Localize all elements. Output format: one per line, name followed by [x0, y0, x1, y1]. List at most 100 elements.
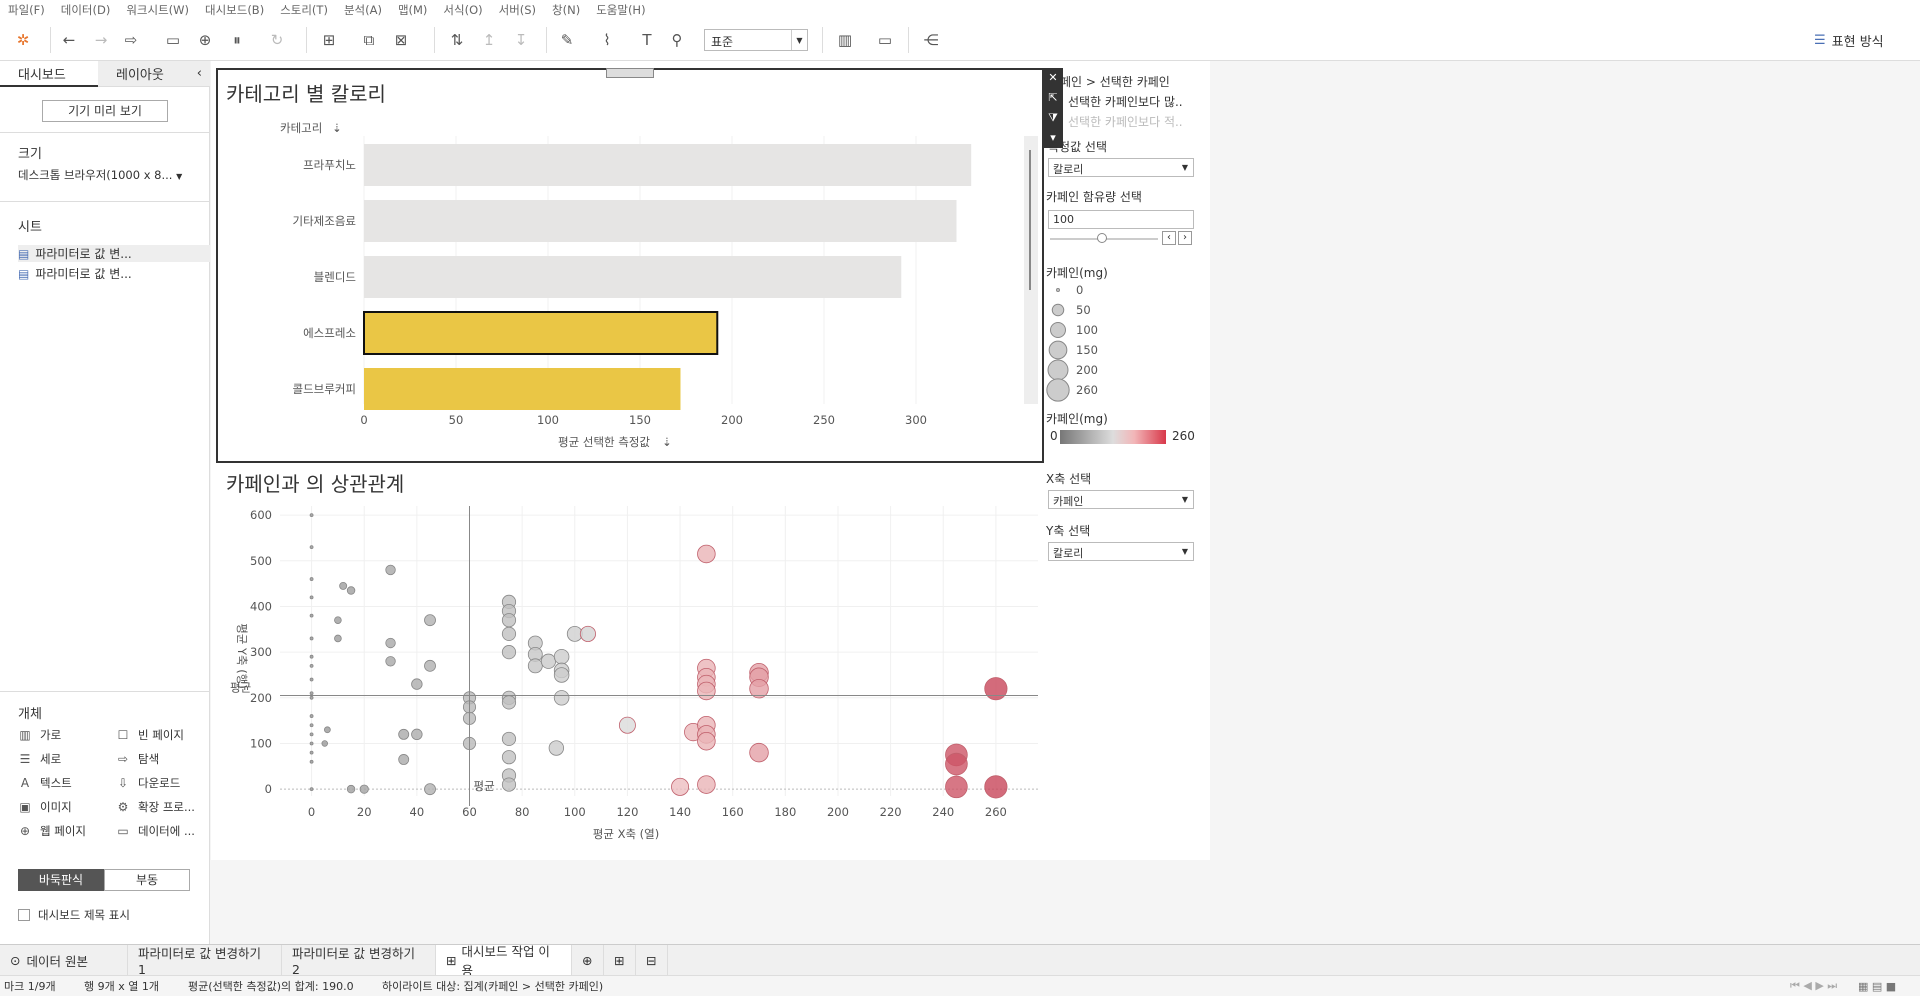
object-download[interactable]: ⇩ 다운로드: [117, 776, 181, 790]
scatter-point[interactable]: [309, 513, 314, 518]
scatter-point[interactable]: [697, 775, 716, 794]
tableau-logo-icon[interactable]: ✲: [16, 31, 30, 49]
highlight-icon[interactable]: ✎: [560, 31, 574, 49]
show-title-checkbox[interactable]: 대시보드 제목 표시: [18, 907, 130, 923]
bar-category-label[interactable]: 콜드브루커피: [293, 382, 356, 396]
bar[interactable]: [364, 368, 681, 410]
scatter-point[interactable]: [553, 667, 570, 683]
scatter-point[interactable]: [398, 754, 410, 765]
caffeine-slider-thumb[interactable]: [1097, 233, 1107, 243]
share-icon[interactable]: ⋲: [923, 31, 939, 49]
pause-icon[interactable]: ⏸: [233, 31, 241, 49]
bar[interactable]: [364, 256, 902, 298]
scatter-point[interactable]: [324, 726, 331, 734]
go-to-sheet-icon[interactable]: ⇱: [1048, 91, 1058, 104]
object-image[interactable]: ▣ 이미지: [19, 800, 72, 814]
scatter-point[interactable]: [945, 775, 968, 799]
sort-icon[interactable]: ⇣: [332, 121, 342, 135]
bar-category-label[interactable]: 블렌디드: [314, 270, 356, 284]
category-header[interactable]: 카테고리: [280, 121, 322, 135]
slider-next-button[interactable]: ›: [1178, 231, 1192, 245]
scatter-point[interactable]: [309, 595, 314, 600]
scatter-point[interactable]: [501, 777, 517, 792]
scatter-point[interactable]: [501, 731, 517, 747]
object-web-page[interactable]: ⊕ 웹 페이지: [19, 824, 86, 838]
show-me-button[interactable]: ☰ 표현 방식: [1814, 31, 1884, 50]
sheet-item-2[interactable]: ▤ 파라미터로 값 변...: [18, 266, 132, 282]
scatter-point[interactable]: [424, 659, 436, 672]
scatter-point[interactable]: [385, 564, 396, 576]
close-icon[interactable]: ✕: [1048, 71, 1058, 84]
scatter-point[interactable]: [749, 742, 769, 763]
scatter-point[interactable]: [411, 678, 423, 690]
tab-layout[interactable]: 레이아웃 ‹: [98, 61, 210, 87]
scatter-point[interactable]: [346, 586, 356, 595]
scatter-point[interactable]: [309, 723, 314, 728]
scatter-point[interactable]: [527, 658, 543, 674]
tab-datasource[interactable]: ⊙ 데이터 원본: [0, 945, 128, 975]
scatter-point[interactable]: [385, 656, 396, 667]
scatter-point[interactable]: [945, 752, 968, 776]
scatter-point[interactable]: [697, 544, 716, 564]
clear-icon[interactable]: ⊠: [394, 31, 408, 49]
scatter-point[interactable]: [309, 663, 314, 668]
swap-icon[interactable]: ⇅: [450, 31, 464, 49]
bar[interactable]: [363, 311, 719, 355]
bar-category-label[interactable]: 기타제조음료: [293, 214, 356, 228]
fit-select[interactable]: 표준 ▼: [704, 29, 808, 51]
scatter-point[interactable]: [334, 634, 342, 643]
cards-icon[interactable]: ▥: [837, 31, 853, 49]
filter-icon[interactable]: ⧩: [1048, 111, 1058, 124]
scatter-point[interactable]: [346, 784, 356, 794]
tiled-button[interactable]: 바둑판식: [18, 869, 104, 891]
object-text[interactable]: A 텍스트: [18, 775, 72, 791]
sort-desc-icon[interactable]: ↧: [514, 31, 528, 49]
scatter-point[interactable]: [309, 654, 314, 659]
menu-item-5[interactable]: 분석(A): [343, 2, 382, 17]
presentation-icon[interactable]: ▭: [877, 31, 893, 49]
scatter-point[interactable]: [424, 614, 436, 627]
scatter-point[interactable]: [309, 691, 314, 696]
menu-item-1[interactable]: 데이터(D): [60, 2, 111, 17]
sheet-item-1[interactable]: ▤ 파라미터로 값 변...: [18, 245, 210, 262]
menu-item-8[interactable]: 서버(S): [498, 2, 537, 17]
scatter-point[interactable]: [618, 716, 636, 734]
menu-item-9[interactable]: 창(N): [552, 2, 581, 17]
scatter-point[interactable]: [411, 728, 423, 741]
menu-item-0[interactable]: 파일(F): [8, 2, 45, 17]
new-sheet-tab-icon[interactable]: ⊕: [572, 945, 604, 975]
pin-icon[interactable]: ⚲: [671, 31, 683, 49]
legend-item-more[interactable]: 선택한 카페인보다 많..: [1068, 95, 1183, 109]
scatter-point[interactable]: [309, 613, 314, 618]
scatter-point[interactable]: [309, 732, 314, 737]
menu-item-4[interactable]: 스토리(T): [280, 2, 328, 17]
measure-select[interactable]: 칼로리 ▼: [1048, 158, 1194, 177]
scrollbar-thumb[interactable]: [1029, 150, 1031, 290]
scatter-point[interactable]: [697, 681, 716, 701]
scatter-point[interactable]: [339, 581, 348, 590]
caffeine-input[interactable]: 100: [1048, 210, 1194, 229]
duplicate-icon[interactable]: ⧉: [363, 31, 375, 49]
x-axis-select[interactable]: 카페인 ▼: [1048, 490, 1194, 509]
size-dropdown[interactable]: 데스크톱 브라우저(1000 x 8... ▼: [18, 168, 183, 182]
scatter-point[interactable]: [309, 750, 314, 755]
bar-category-label[interactable]: 프라푸치노: [303, 158, 356, 172]
new-sheet-icon[interactable]: ⊞: [322, 31, 336, 49]
menu-item-3[interactable]: 대시보드(B): [205, 2, 265, 17]
scatter-point[interactable]: [697, 731, 716, 751]
object-extension[interactable]: ⚙ 확장 프로...: [117, 800, 195, 814]
sort-asc-icon[interactable]: ↥: [482, 31, 496, 49]
new-datasource-icon[interactable]: ⊕: [198, 31, 212, 49]
scatter-point[interactable]: [424, 783, 436, 796]
refresh-icon[interactable]: ↻: [270, 31, 284, 49]
scatter-point[interactable]: [309, 695, 314, 700]
legend-item-less[interactable]: 선택한 카페인보다 적..: [1068, 115, 1183, 129]
scatter-point[interactable]: [334, 616, 342, 624]
redo-icon[interactable]: →: [94, 31, 108, 49]
collapse-icon[interactable]: ‹: [196, 66, 202, 81]
scatter-point[interactable]: [321, 740, 328, 747]
scatter-point[interactable]: [579, 625, 596, 642]
device-preview-button[interactable]: 기기 미리 보기: [42, 100, 168, 122]
scatter-point[interactable]: [385, 637, 396, 649]
bar[interactable]: [364, 144, 972, 186]
